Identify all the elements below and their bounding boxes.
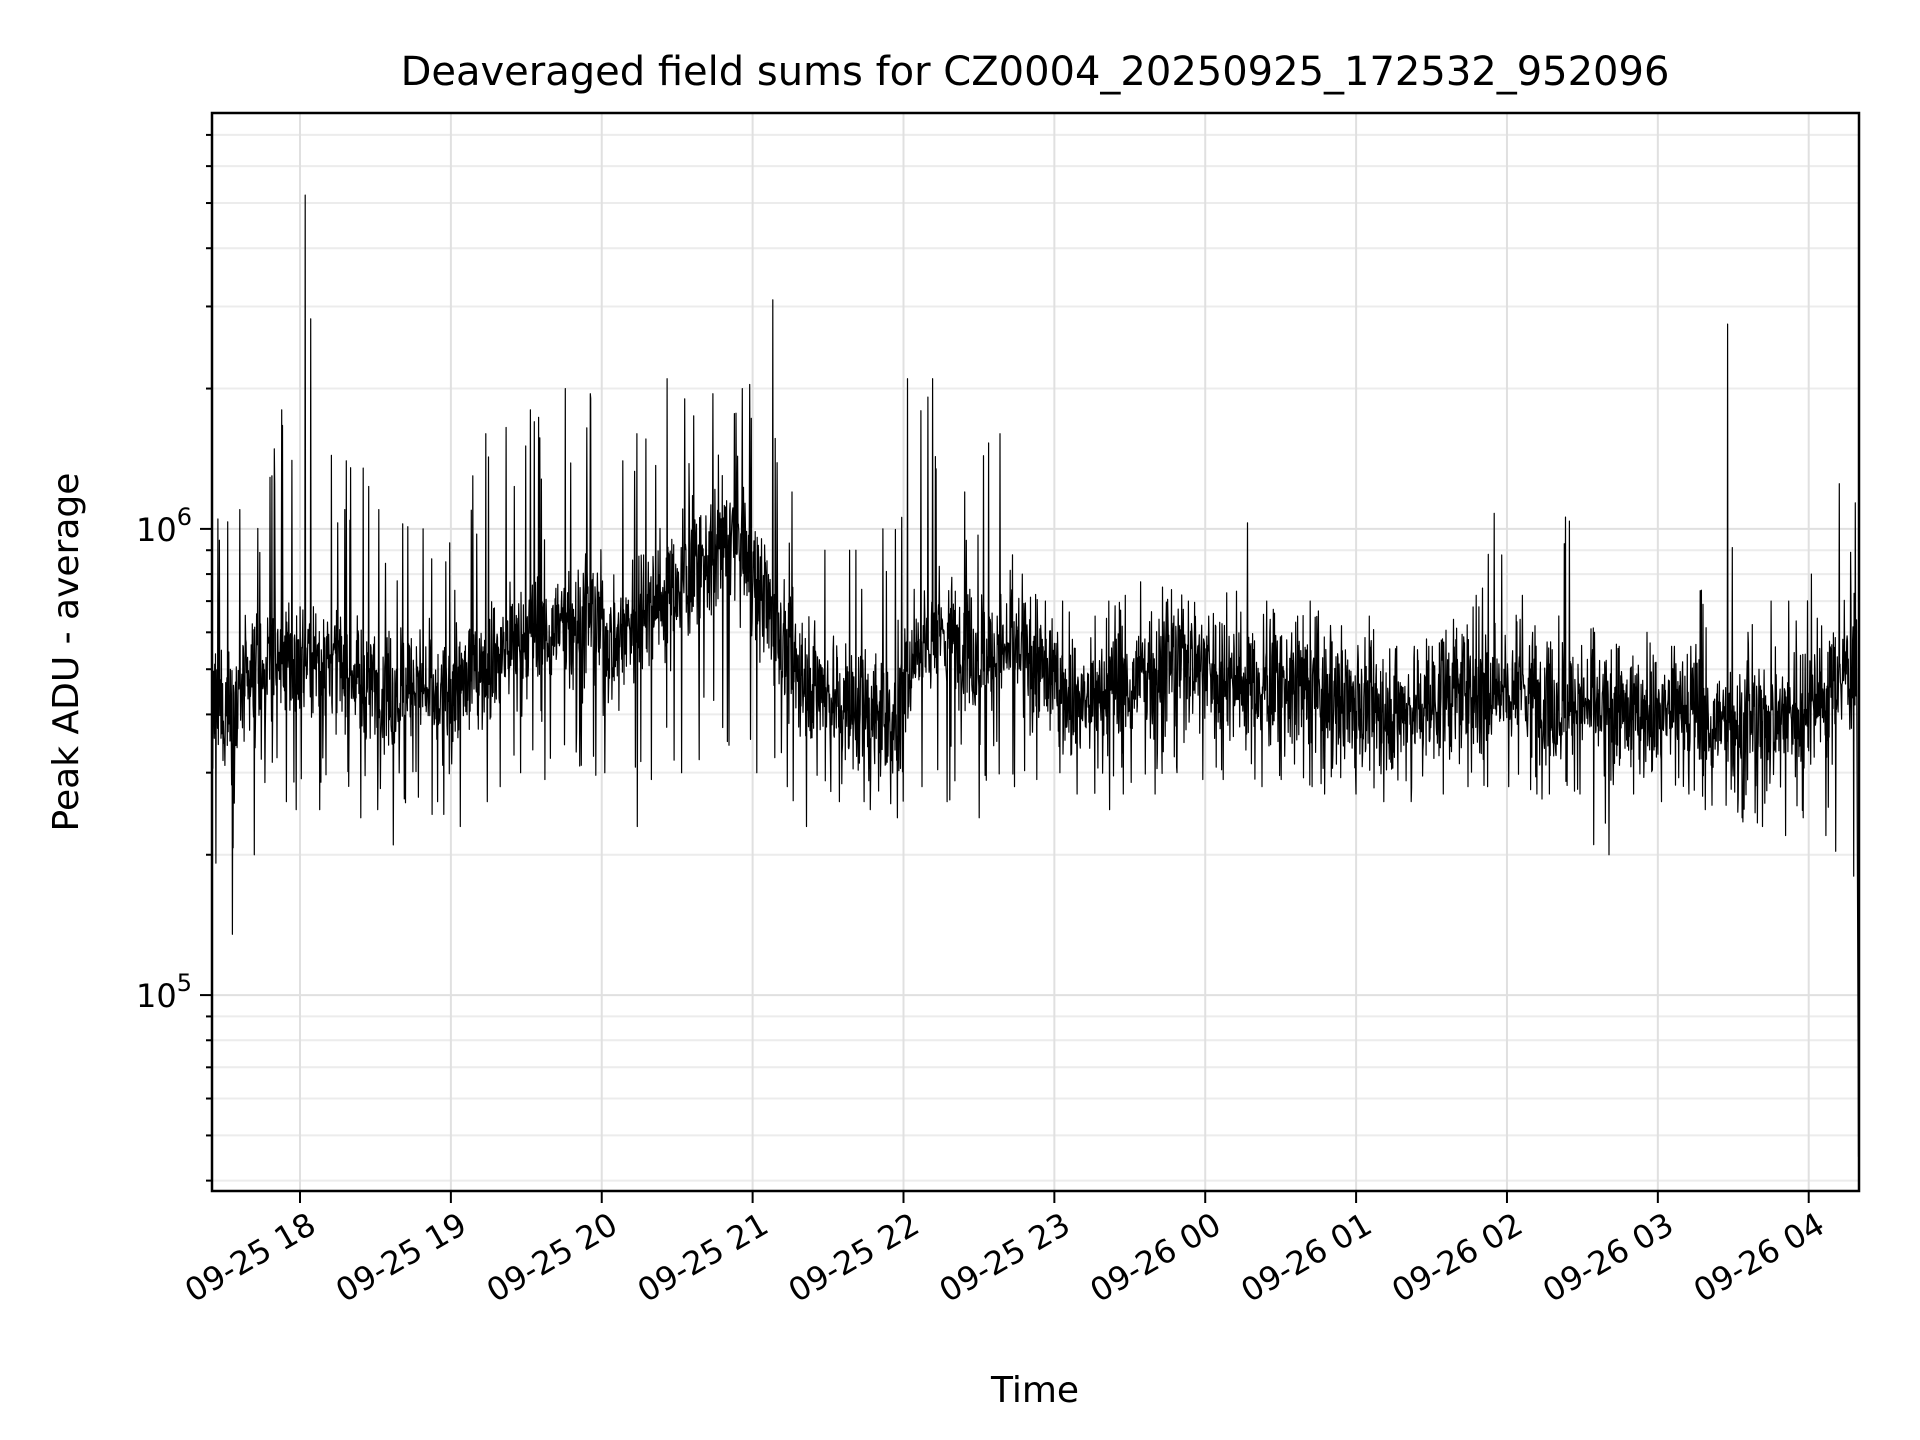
y-tick-label: 105 — [136, 969, 192, 1015]
y-axis: 105 106 — [136, 133, 212, 1182]
series-line — [211, 194, 1860, 1157]
y-tick-label: 106 — [136, 503, 192, 549]
chart-title: Deaveraged field sums for CZ0004_2025092… — [401, 49, 1670, 95]
x-axis-label: Time — [990, 1370, 1079, 1411]
y-axis-label: Peak ADU - average — [46, 473, 87, 832]
plot-frame — [210, 111, 1861, 1193]
series-layer — [211, 194, 1860, 1157]
